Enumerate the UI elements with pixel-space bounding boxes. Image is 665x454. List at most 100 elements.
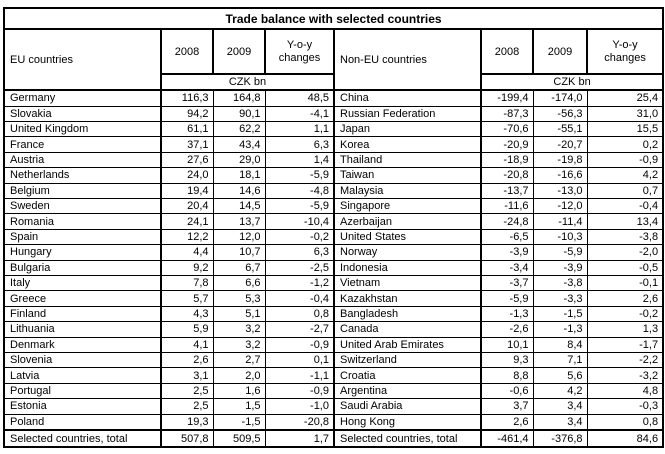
non-eu-2008-cell: -3,9 [480,244,534,261]
non-eu-2008-cell: -18,9 [480,151,534,169]
eu-2008-cell: 9,2 [160,259,214,276]
eu-2009-cell: 10,7 [212,244,266,261]
non-eu-country-cell: Thailand [333,151,482,169]
eu-yoy-cell: 1,4 [264,151,335,169]
non-eu-yoy-cell: -2,2 [586,351,665,369]
eu-yoy-cell: 1,7 [264,429,335,448]
eu-2008-cell: 12,2 [160,228,214,246]
eu-2008-cell: 3,1 [160,367,214,384]
eu-2009-cell: 14,6 [212,182,266,199]
eu-yoy-cell: -4,8 [264,182,335,199]
eu-2009-cell: 18,1 [212,167,266,184]
title-row: Trade balance with selected countries [2,7,665,30]
eu-country-cell: Hungary [3,244,162,261]
table-row: Austria 27,6 29,0 1,4 Thailand -18,9 -19,8 -0,9 [3,151,665,169]
eu-2009-cell: 3,2 [212,321,266,338]
non-eu-yoy-cell: 0,2 [586,136,665,153]
eu-yoy-cell: -10,4 [264,213,335,230]
non-eu-yoy-cell: 4,2 [586,167,665,184]
eu-2009-cell: 5,3 [212,290,266,307]
header-non-eu-countries: Non-EU countries [333,28,482,91]
non-eu-yoy-cell: 13,4 [586,213,665,230]
non-eu-yoy-cell: 1,3 [586,321,665,338]
header-eu-countries: EU countries [3,28,162,91]
non-eu-2008-cell: -11,6 [480,197,534,215]
eu-country-cell: Belgium [3,182,162,199]
non-eu-yoy-cell: -3,2 [586,367,665,384]
eu-yoy-cell: -0,2 [264,228,335,246]
table-row: Spain 12,2 12,0 -0,2 United States -6,5 -10,3-… [3,228,665,246]
table-row: Slovakia 94,2 90,1 -4,1 Russian Federation -8… [3,105,665,122]
eu-yoy-cell: -20,8 [264,413,335,431]
non-eu-country-cell: China [333,89,482,107]
table-body: Germany 116,3 164,8 48,5 China -199,4 -174,0 25… [3,89,665,448]
non-eu-2009-cell: -11,4 [532,213,588,230]
non-eu-country-cell: Canada [333,321,482,338]
eu-2009-cell: 509,5 [212,429,266,448]
non-eu-yoy-cell: 4,8 [586,382,665,400]
non-eu-2009-cell: -3,3 [532,290,588,307]
eu-country-cell: Austria [3,151,162,169]
column-header-row: EU countries 2008 2009 Y-o-y changes Non… [3,28,665,91]
non-eu-yoy-cell: -2,0 [586,244,665,261]
eu-yoy-cell: 6,3 [264,244,335,261]
eu-2008-cell: 2,5 [160,382,214,400]
eu-2008-cell: 27,6 [160,151,214,169]
eu-country-cell: Germany [3,89,162,107]
eu-country-cell: Slovakia [3,105,162,122]
non-eu-2008-cell: -70,6 [480,120,534,138]
total-row: Selected countries, total 507,8 509,5 1,7 Se… [3,429,665,448]
non-eu-2009-cell: -5,9 [532,244,588,261]
eu-2008-cell: 5,7 [160,290,214,307]
table-row: Sweden 20,4 14,5 -5,9 Singapore -11,6 -12,0 -0,… [3,197,665,215]
unit-row: CZK bn CZK bn [4,73,665,91]
eu-yoy-cell: -0,4 [264,290,335,307]
non-eu-2008-cell: 10,1 [480,336,534,354]
eu-2008-cell: 61,1 [160,120,214,138]
non-eu-country-cell: Vietnam [333,274,482,292]
non-eu-yoy-cell: -0,1 [586,274,665,292]
table-row: France 37,1 43,4 6,3 Korea -20,9 -20,7 0,2 [3,136,665,153]
non-eu-2009-cell: -56,3 [532,105,588,122]
non-eu-2009-cell: 3,4 [532,413,588,431]
non-eu-2008-cell: -20,9 [480,136,534,153]
eu-2009-cell: 6,7 [212,259,266,276]
eu-2009-cell: 90,1 [212,105,266,122]
eu-country-cell: Netherlands [3,167,162,184]
non-eu-2009-cell: -1,5 [532,305,588,323]
non-eu-2009-cell: -13,0 [532,182,588,199]
eu-country-cell: Slovenia [3,351,162,369]
non-eu-yoy-cell: -0,5 [586,259,665,276]
eu-2009-cell: 2,7 [212,351,266,369]
eu-2009-cell: 62,2 [212,120,266,138]
non-eu-2008-cell: -3,7 [480,274,534,292]
non-eu-2009-cell: 7,1 [532,351,588,369]
eu-2009-cell: 12,0 [212,228,266,246]
non-eu-2009-cell: -3,9 [532,259,588,276]
table-row: Latvia 3,1 2,0 -1,1 Croatia 8,8 5,6 -3,2 [3,367,665,384]
non-eu-2008-cell: -1,3 [480,305,534,323]
non-eu-country-cell: Taiwan [333,167,482,184]
eu-yoy-cell: 48,5 [264,89,335,107]
non-eu-2008-cell: 9,3 [480,351,534,369]
non-eu-yoy-cell: 0,8 [586,413,665,431]
eu-yoy-cell: 0,8 [264,305,335,323]
eu-2008-cell: 19,4 [160,182,214,199]
eu-country-cell: Estonia [3,398,162,415]
non-eu-2009-cell: -10,3 [532,228,588,246]
table-row: Lithuania 5,9 3,2 -2,7 Canada -2,6 -1,3 1,3 [3,321,665,338]
eu-yoy-cell: 1,1 [264,120,335,138]
non-eu-yoy-cell: -0,2 [586,305,665,323]
header-eu-2008: 2008 [160,28,214,75]
non-eu-country-cell: Japan [333,120,482,138]
eu-yoy-cell: -1,0 [264,398,335,415]
non-eu-2008-cell: -3,4 [480,259,534,276]
eu-yoy-cell: -1,1 [264,367,335,384]
non-eu-2009-cell: -19,8 [532,151,588,169]
eu-2009-cell: 2,0 [212,367,266,384]
eu-country-cell: Italy [3,274,162,292]
eu-yoy-cell: -1,2 [264,274,335,292]
non-eu-country-cell: Russian Federation [333,105,482,122]
trade-balance-table: Trade balance with selected countries EU… [2,7,665,448]
eu-yoy-cell: -2,5 [264,259,335,276]
